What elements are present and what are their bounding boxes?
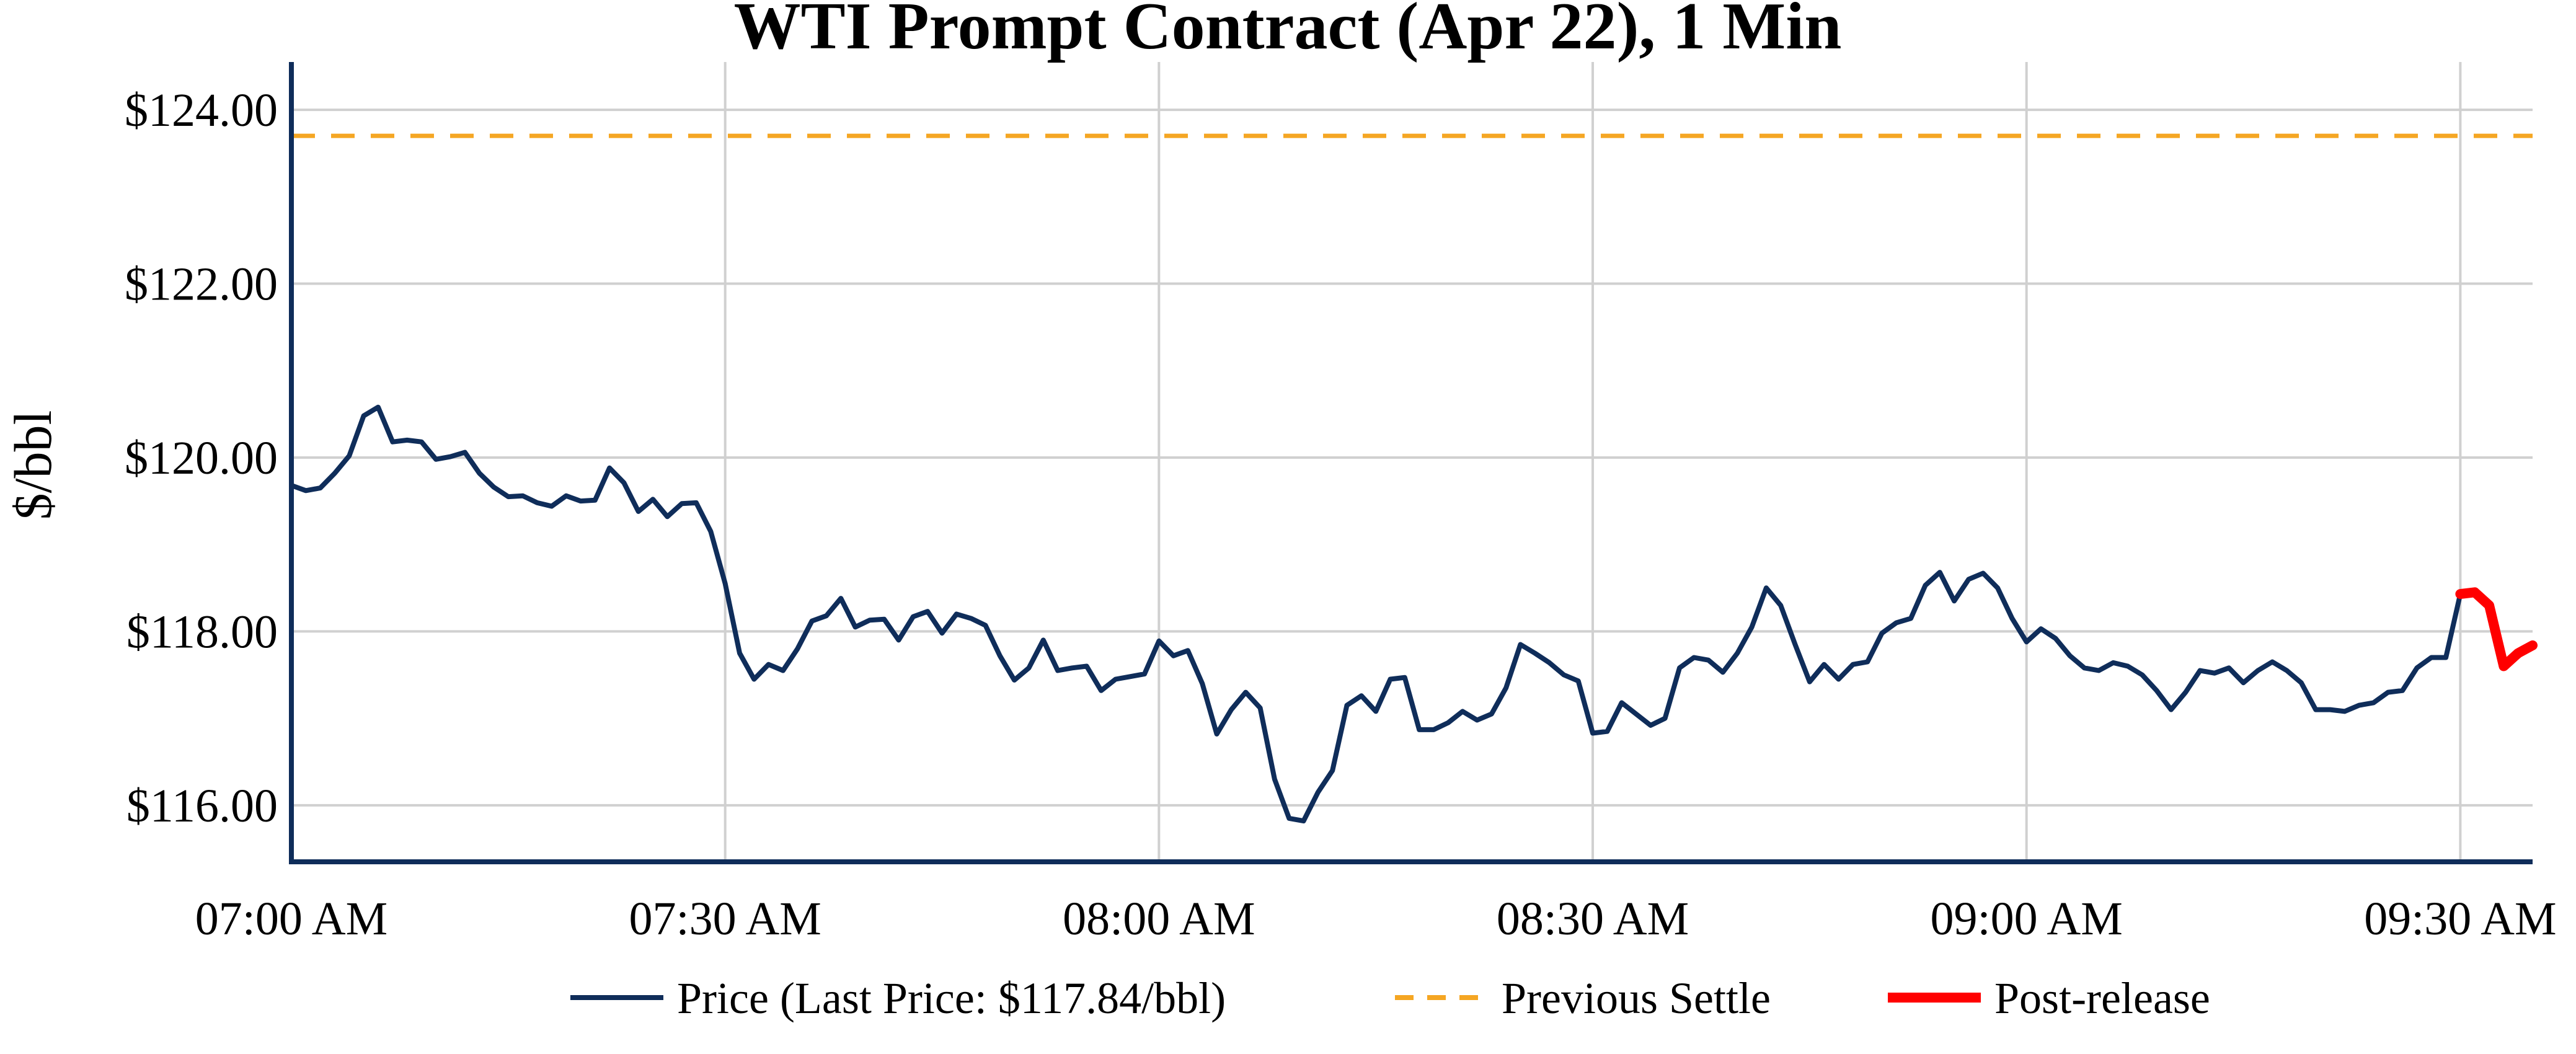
price-line: [289, 404, 2463, 824]
legend-price-label: Price (Last Price: $117.84/bbl): [677, 973, 1226, 1023]
x-tick-label: 09:30 AM: [2364, 893, 2556, 945]
y-tick-label: $124.00: [125, 84, 278, 136]
y-axis-label: $/bbl: [3, 410, 63, 520]
x-tick-label: 08:00 AM: [1063, 893, 1255, 945]
tick-labels: $116.00 $118.00 $120.00 $122.00 $124.00 07:00…: [125, 84, 2557, 945]
x-tick-label: 07:30 AM: [629, 893, 821, 945]
x-tick-label: 07:00 AM: [195, 893, 387, 945]
x-tick-label: 09:00 AM: [1931, 893, 2123, 945]
y-tick-label: $118.00: [126, 606, 278, 658]
legend-previous-settle-label: Previous Settle: [1502, 973, 1771, 1023]
y-tick-label: $120.00: [125, 432, 278, 484]
series-lines: [289, 133, 2538, 824]
y-tick-label: $116.00: [126, 780, 278, 832]
legend-post-release: Post-release: [1888, 973, 2210, 1023]
legend-price: Price (Last Price: $117.84/bbl): [570, 973, 1226, 1023]
legend-previous-settle: Previous Settle: [1395, 973, 1771, 1023]
legend-post-release-label: Post-release: [1994, 973, 2210, 1023]
chart-title: WTI Prompt Contract (Apr 22), 1 Min: [734, 0, 1842, 63]
grid-lines: [291, 62, 2533, 862]
axes: [289, 62, 2533, 864]
x-tick-label: 08:30 AM: [1497, 893, 1689, 945]
legend: Price (Last Price: $117.84/bbl) Previous …: [570, 973, 2210, 1023]
y-tick-label: $122.00: [125, 259, 278, 311]
post-release-line: [2455, 587, 2538, 671]
